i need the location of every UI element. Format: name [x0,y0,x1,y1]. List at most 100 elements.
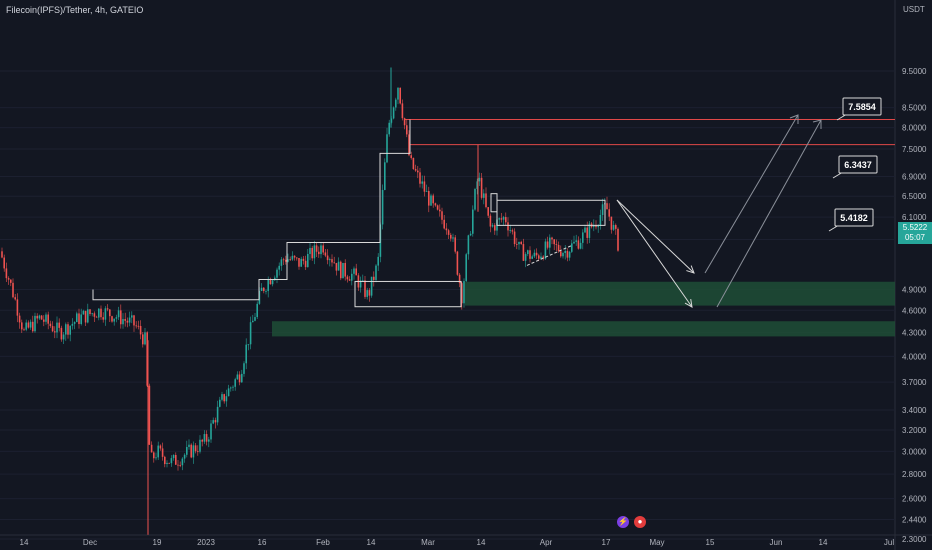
candle-body [256,303,258,318]
candle-body [428,190,430,206]
candle-body [560,251,562,257]
candle-body [16,299,19,316]
candle-body [102,317,104,320]
candle-body [161,448,164,457]
candle-body [80,314,82,325]
candle-body [568,251,571,258]
structure-line [92,119,411,301]
candle-body [419,172,421,184]
candle-body [610,216,613,230]
candle-body [579,242,582,249]
price-tick-label: 4.9000 [902,285,927,294]
candle-body [289,259,291,261]
candle-body [10,279,12,283]
candle-body [516,244,518,245]
time-tick-label: 15 [706,538,715,547]
price-tick-label: 4.0000 [902,352,927,361]
candle-body [355,268,357,276]
candle-countdown: 05:07 [904,233,926,242]
candle-body [439,209,441,212]
candle-body [461,283,463,304]
time-tick-label: 14 [477,538,486,547]
candle-body [395,99,397,108]
candle-body [491,225,494,227]
range-box-3 [496,199,606,226]
candle-body [76,313,78,323]
candle-body [38,315,41,319]
arrow-down-2 [616,199,693,308]
candle-body [104,308,107,320]
candle-body [155,457,157,459]
lightning-icon[interactable]: ⚡ [617,516,629,528]
candle-body [465,254,467,282]
candle-body [296,257,298,259]
candle-body [177,464,179,466]
candle-body [5,268,8,279]
price-tick-label: 2.6000 [902,495,927,504]
candle-body [100,308,102,318]
candle-body [458,274,461,284]
candle-body [232,386,234,388]
candle-body [252,320,254,323]
price-tick-label: 2.3000 [902,535,927,544]
candle-body [480,177,483,198]
candle-body [573,241,575,244]
price-tick-label: 3.7000 [902,378,927,387]
us-flag-icon[interactable]: ● [634,516,646,528]
price-tick-label: 4.6000 [902,306,927,315]
candle-body [62,334,65,340]
candle-body [313,245,316,259]
candle-body [51,326,54,332]
candle-body [170,458,173,464]
candle-body [509,230,511,231]
candle-body [425,190,428,192]
candle-body [384,162,386,190]
candle-body [588,223,591,238]
time-tick-label: 19 [153,538,162,547]
candle-body [87,309,89,323]
candle-body [524,254,527,261]
candle-body [208,439,210,442]
candle-body [298,258,300,267]
candle-body [260,287,263,291]
candle-body [375,265,377,280]
candle-body [476,181,478,190]
time-tick-label: 16 [258,538,267,547]
target-label: 6.3437 [844,160,872,170]
candle-body [370,276,373,296]
candle-body [318,251,320,255]
candle-body [291,255,294,260]
candle-body [117,310,120,318]
candle-body [192,445,195,458]
candle-body [571,243,573,252]
candle-body [93,313,96,317]
candle-body [172,454,175,459]
candle-body [56,322,58,333]
candle-body [12,282,14,298]
candle-body [513,231,516,245]
candle-body [186,446,188,455]
candle-body [362,280,364,282]
candle-body [269,279,272,285]
candle-body [159,445,162,449]
candle-body [540,256,542,259]
candle-body [351,273,353,281]
candle-body [157,445,159,458]
candle-body [249,322,252,345]
candle-body [230,387,232,389]
time-tick-label: Jul [884,538,894,547]
candle-body [95,316,98,318]
candle-body [106,308,109,310]
candle-body [478,177,481,182]
candle-body [505,217,507,223]
candle-body [417,170,419,173]
candle-body [203,434,206,442]
candle-body [368,290,371,296]
candle-body [329,259,331,261]
candle-body [58,322,60,328]
candle-body [126,320,129,323]
time-tick-label: Feb [316,538,330,547]
time-tick-label: Mar [421,538,435,547]
candle-body [267,279,269,292]
